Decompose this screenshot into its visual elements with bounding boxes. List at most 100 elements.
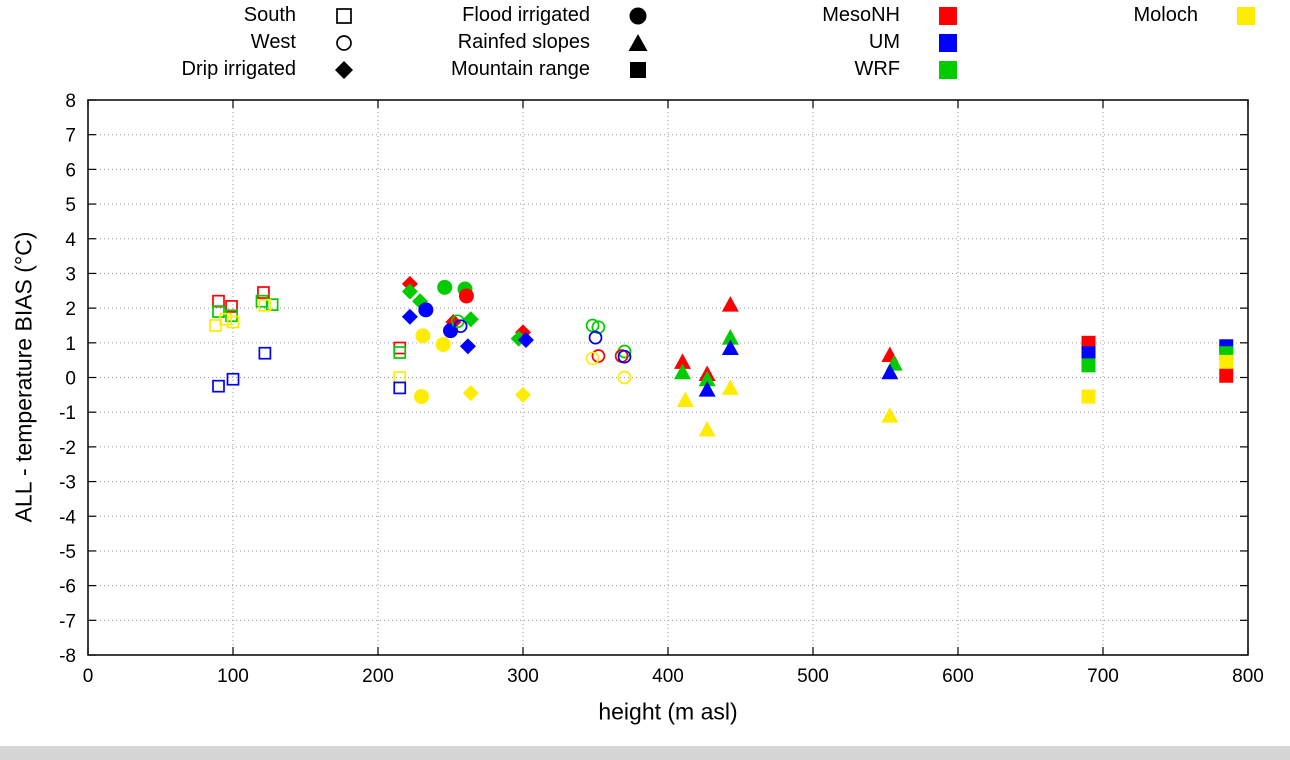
x-tick-label: 700 <box>1087 666 1119 687</box>
legend-item-mountain-range: Mountain range <box>380 56 652 83</box>
legend-label-mesonh: MesoNH <box>822 4 900 26</box>
legend-label-rainfed-slopes: Rainfed slopes <box>457 31 590 53</box>
y-tick-label: -5 <box>59 542 76 563</box>
point-filled-square-mesonh <box>1219 368 1234 383</box>
point-filled-triangle-wrf <box>698 370 716 387</box>
legend-item-um: UM <box>750 29 962 56</box>
legend-label-mountain-range: Mountain range <box>451 58 590 80</box>
point-filled-triangle-um <box>721 339 739 356</box>
y-tick-label: 2 <box>65 299 76 320</box>
filled-triangle-icon <box>624 30 652 56</box>
y-tick-label: 5 <box>65 195 76 216</box>
point-filled-diamond-wrf <box>462 311 479 328</box>
legend-column-models-2: Moloch <box>1088 2 1260 29</box>
point-filled-triangle-moloch <box>881 407 899 423</box>
point-open-square-um <box>258 346 272 360</box>
point-open-circle-moloch <box>617 370 632 385</box>
point-open-circle-um <box>453 319 468 334</box>
y-tick-label: -8 <box>59 646 76 667</box>
point-open-square-mesonh <box>393 341 407 355</box>
point-filled-square-moloch <box>1081 389 1096 404</box>
legend-label-drip-irrigated: Drip irrigated <box>181 58 296 80</box>
moloch-swatch-icon <box>1232 3 1260 29</box>
legend-item-rainfed-slopes: Rainfed slopes <box>380 29 652 56</box>
y-tick-label: 6 <box>65 160 76 181</box>
x-tick-label: 400 <box>652 666 684 687</box>
x-tick-label: 600 <box>942 666 974 687</box>
x-tick-label: 500 <box>797 666 829 687</box>
point-open-square-um <box>212 379 225 393</box>
point-filled-circle-moloch <box>435 337 451 353</box>
point-open-square-um <box>226 372 240 386</box>
point-filled-triangle-moloch <box>676 391 694 408</box>
point-filled-triangle-um <box>881 363 899 380</box>
filled-circle-icon <box>624 3 652 29</box>
point-open-circle-moloch <box>585 351 600 366</box>
point-open-square-moloch <box>219 312 233 326</box>
point-open-square-wrf <box>212 305 225 318</box>
point-open-square-wrf <box>265 298 279 312</box>
legend-item-mesonh: MesoNH <box>750 2 962 29</box>
legend-item-west: West <box>96 29 358 56</box>
point-filled-triangle-mesonh <box>721 296 739 312</box>
wrf-swatch-icon <box>934 57 962 83</box>
point-filled-circle-moloch <box>415 328 431 344</box>
y-tick-label: 0 <box>65 369 76 390</box>
point-open-square-um <box>393 381 407 395</box>
y-tick-label: -3 <box>59 473 76 494</box>
point-open-square-moloch <box>258 299 272 312</box>
open-square-icon <box>330 3 358 29</box>
point-open-square-wrf <box>255 294 269 308</box>
y-tick-label: -4 <box>59 507 76 528</box>
point-open-circle-um <box>617 349 632 364</box>
point-open-square-mesonh <box>225 300 238 313</box>
legend-item-south: South <box>96 2 358 29</box>
point-filled-square-um <box>1081 346 1096 361</box>
point-filled-square-wrf <box>1081 358 1096 373</box>
point-filled-diamond-um <box>459 338 476 355</box>
y-tick-label: 7 <box>65 126 76 147</box>
filled-square-icon <box>624 57 652 83</box>
y-tick-label: -7 <box>59 611 76 632</box>
y-axis-label: ALL - temperature BIAS (°C) <box>10 231 37 523</box>
mesonh-swatch-icon <box>934 3 962 29</box>
legend-item-drip-irrigated: Drip irrigated <box>96 56 358 83</box>
point-filled-triangle-moloch <box>698 421 716 437</box>
x-tick-label: 100 <box>217 666 249 687</box>
point-open-square-mesonh <box>257 286 270 299</box>
legend-column-sites-2: Flood irrigated Rainfed slopes Mountain ra… <box>380 2 652 83</box>
um-swatch-icon <box>934 30 962 56</box>
point-filled-circle-um <box>418 302 434 318</box>
filled-diamond-icon <box>330 57 358 83</box>
legend-label-moloch: Moloch <box>1133 4 1198 26</box>
legend-label-wrf: WRF <box>854 58 900 80</box>
x-tick-label: 200 <box>362 666 394 687</box>
point-filled-triangle-mesonh <box>674 353 691 369</box>
point-filled-diamond-um <box>401 308 418 325</box>
legend-label-um: UM <box>868 31 900 53</box>
point-filled-triangle-wrf <box>721 329 739 345</box>
point-filled-triangle-moloch <box>721 379 739 395</box>
point-filled-circle-wrf <box>437 279 453 295</box>
legend-item-flood-irrigated: Flood irrigated <box>380 2 652 29</box>
window-edge <box>0 746 1290 760</box>
point-filled-circle-mesonh <box>458 288 474 304</box>
y-tick-label: -2 <box>59 438 76 459</box>
point-open-circle-um <box>588 330 603 345</box>
x-axis-label: height (m asl) <box>598 698 738 725</box>
y-tick-label: -6 <box>59 577 76 598</box>
point-filled-triangle-wrf <box>674 363 691 380</box>
open-circle-icon <box>330 30 358 56</box>
point-open-square-moloch <box>226 315 240 329</box>
legend-item-wrf: WRF <box>750 56 962 83</box>
point-open-square-wrf <box>393 346 407 359</box>
point-open-square-mesonh <box>212 294 225 308</box>
point-filled-diamond-moloch <box>462 385 479 402</box>
y-tick-label: 3 <box>65 264 76 285</box>
legend-column-sites-1: South West Drip irrigated <box>96 2 358 83</box>
y-tick-label: -1 <box>59 403 76 424</box>
y-tick-label: 4 <box>65 230 76 251</box>
legend-label-flood-irrigated: Flood irrigated <box>462 4 590 26</box>
